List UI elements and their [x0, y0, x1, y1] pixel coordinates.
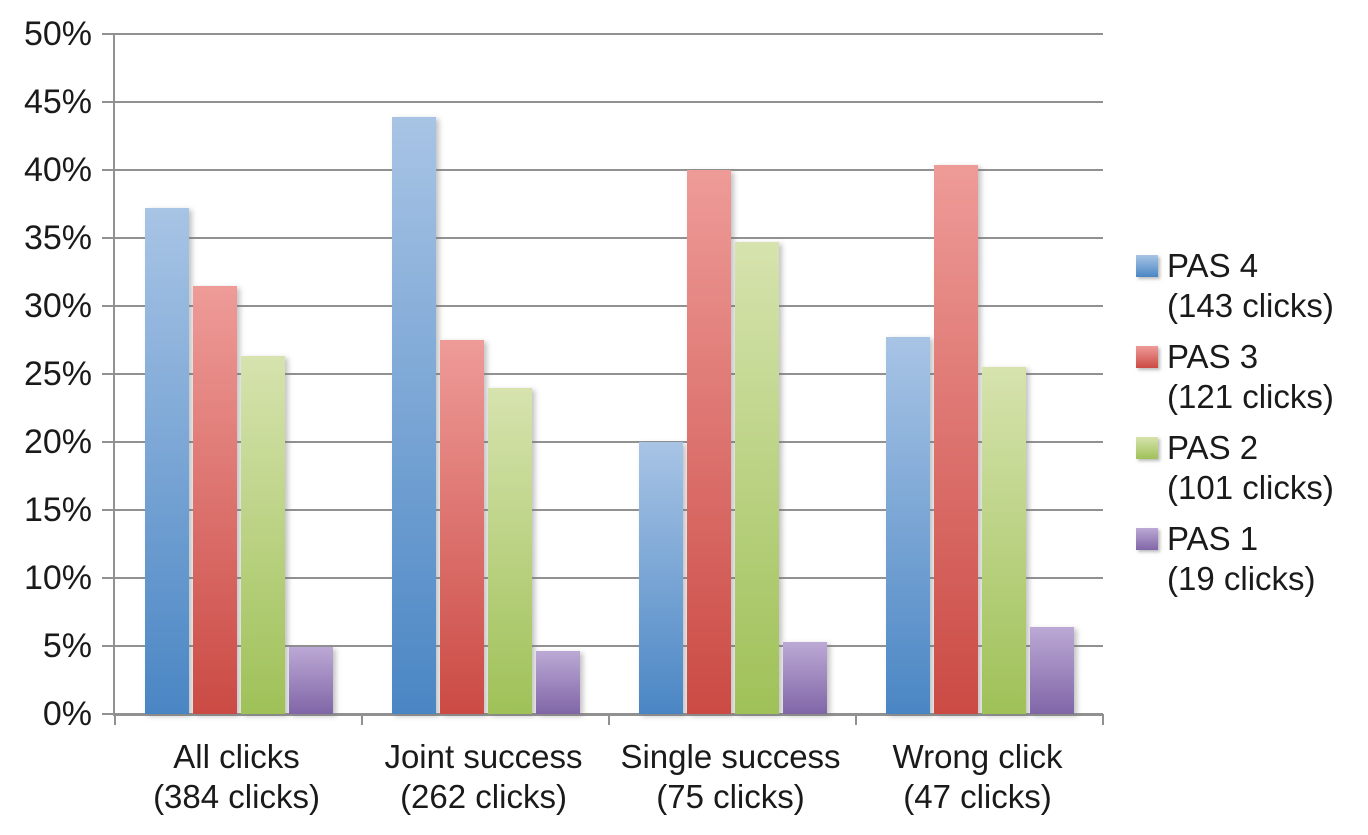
y-tick-label: 5%: [42, 627, 92, 665]
legend-label: PAS 4 (143 clicks): [1167, 246, 1334, 326]
y-grid-line: [102, 101, 1103, 103]
y-grid-line: [102, 645, 1103, 647]
bar: [192, 285, 237, 714]
bar: [391, 116, 436, 714]
legend-series-name: PAS 4: [1167, 247, 1259, 284]
x-axis-tick: [608, 714, 610, 725]
category-name: Wrong click: [892, 738, 1063, 775]
bar: [288, 647, 333, 714]
y-grid-line: [102, 237, 1103, 239]
category-count: (75 clicks): [656, 778, 805, 815]
y-tick-label: 45%: [23, 83, 92, 121]
legend-series-count: (19 clicks): [1167, 560, 1316, 597]
category-count: (262 clicks): [400, 778, 567, 815]
x-axis-label: Wrong click (47 clicks): [854, 737, 1101, 817]
y-grid-line: [102, 305, 1103, 307]
bar: [638, 442, 683, 714]
y-grid-line: [102, 577, 1103, 579]
y-tick-label: 15%: [23, 491, 92, 529]
legend-series-count: (121 clicks): [1167, 378, 1334, 415]
x-axis-label: Single success (75 clicks): [607, 737, 854, 817]
category-name: All clicks: [173, 738, 300, 775]
y-tick-label: 50%: [23, 15, 92, 53]
legend-series-count: (143 clicks): [1167, 287, 1334, 324]
bar: [439, 340, 484, 714]
legend-series-count: (101 clicks): [1167, 469, 1334, 506]
bar: [782, 641, 827, 714]
legend: PAS 4 (143 clicks) PAS 3 (121 clicks) PAS 2(…: [1136, 246, 1334, 610]
legend-series-name: PAS 3: [1167, 338, 1259, 375]
category-count: (384 clicks): [153, 778, 320, 815]
category-name: Single success: [620, 738, 841, 775]
bar: [240, 356, 285, 714]
bar: [885, 337, 930, 714]
legend-item: PAS 4 (143 clicks): [1136, 246, 1334, 326]
category-name: Joint success: [384, 738, 583, 775]
y-tick-label: 40%: [23, 151, 92, 189]
x-axis-tick: [1102, 714, 1104, 725]
legend-label: PAS 1 (19 clicks): [1167, 519, 1316, 599]
y-grid-line: [102, 33, 1103, 35]
bar: [535, 651, 580, 714]
plot-area: 0% 5% 10% 15% 20% 25% 30% 35% 40% 45% 50%: [24, 15, 1104, 733]
x-axis-labels: All clicks (384 clicks) Joint success (262 …: [113, 737, 1101, 817]
legend-swatch: [1136, 528, 1158, 550]
y-tick-label: 20%: [23, 423, 92, 461]
y-grid-line: [102, 441, 1103, 443]
x-axis-tick: [114, 714, 116, 725]
y-tick-label: 35%: [23, 219, 92, 257]
legend-swatch: [1136, 437, 1158, 459]
bar: [487, 387, 532, 714]
x-axis-label: Joint success (262 clicks): [360, 737, 607, 817]
legend-label: PAS 2 (101 clicks): [1167, 428, 1334, 508]
legend-item: PAS 3 (121 clicks): [1136, 337, 1334, 417]
legend-item: PAS 1 (19 clicks): [1136, 519, 1334, 599]
y-grid-line: [102, 169, 1103, 171]
y-tick-label: 0%: [42, 695, 92, 733]
y-tick-label: 25%: [23, 355, 92, 393]
y-tick-label: 30%: [23, 287, 92, 325]
legend-swatch: [1136, 346, 1158, 368]
y-grid-line: [102, 713, 1103, 715]
bar-group: [856, 34, 1103, 714]
bar: [734, 242, 779, 714]
bar-group: [609, 34, 856, 714]
x-axis-label: All clicks (384 clicks): [113, 737, 360, 817]
bar: [933, 164, 978, 714]
bar: [1029, 626, 1074, 714]
bar-groups: [115, 34, 1103, 714]
category-count: (47 clicks): [903, 778, 1052, 815]
legend-swatch: [1136, 255, 1158, 277]
x-axis-tick: [855, 714, 857, 725]
bar: [144, 208, 189, 714]
x-axis-tick: [361, 714, 363, 725]
y-grid-line: [102, 373, 1103, 375]
bar-group: [362, 34, 609, 714]
y-grid-line: [102, 509, 1103, 511]
legend-label: PAS 3 (121 clicks): [1167, 337, 1334, 417]
legend-series-name: PAS 1: [1167, 520, 1259, 557]
bar: [686, 170, 731, 714]
bar: [981, 367, 1026, 714]
legend-series-name: PAS 2: [1167, 429, 1259, 466]
legend-item: PAS 2 (101 clicks): [1136, 428, 1334, 508]
y-tick-label: 10%: [23, 559, 92, 597]
bar-group: [115, 34, 362, 714]
